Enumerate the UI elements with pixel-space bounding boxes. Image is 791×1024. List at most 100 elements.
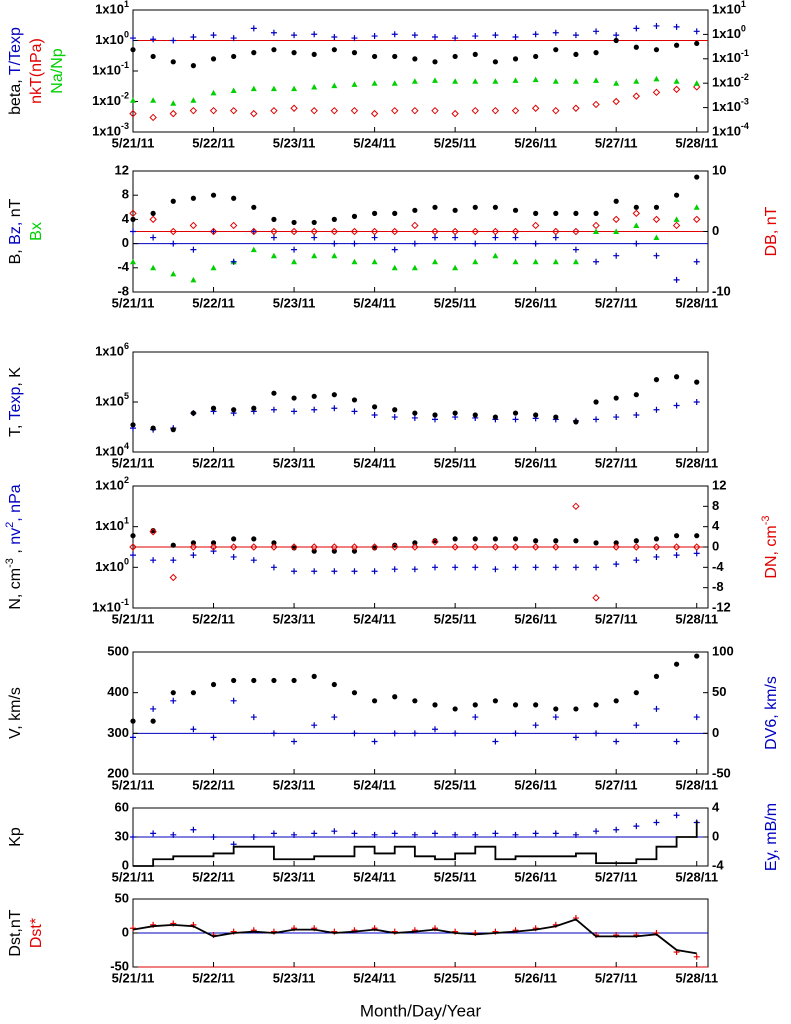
axis-label: N, cm-3 , nv2, nPa	[4, 484, 24, 609]
cross	[291, 246, 298, 253]
diamond	[531, 221, 540, 230]
triangle	[472, 78, 479, 84]
dot	[613, 395, 619, 401]
triangle	[572, 258, 579, 265]
cross	[653, 252, 660, 259]
triangle	[351, 81, 358, 87]
x-tick-label: 5/27/11	[595, 869, 638, 884]
triangle	[230, 87, 237, 94]
x-tick-label: 5/28/11	[675, 295, 718, 310]
dot	[351, 690, 358, 696]
diamond	[491, 543, 500, 551]
triangle	[130, 258, 136, 265]
dot	[291, 219, 297, 226]
triangle	[270, 85, 277, 92]
dot	[472, 204, 478, 210]
y2-tick-label: 1x10-2	[712, 73, 749, 90]
cross	[613, 738, 620, 745]
dot	[190, 540, 196, 546]
cross	[190, 826, 197, 833]
diamond	[310, 227, 318, 236]
x-tick-label: 5/26/11	[514, 611, 557, 626]
cross	[472, 240, 479, 247]
dot	[613, 698, 619, 704]
dot	[653, 204, 660, 210]
x-tick-label: 5/28/11	[675, 135, 718, 150]
dot	[150, 528, 156, 534]
dot	[371, 404, 378, 410]
diamond	[552, 543, 560, 551]
cross	[371, 568, 378, 575]
x-tick-label: 5/23/11	[273, 869, 316, 884]
axis-label: DB, nT	[763, 206, 780, 256]
y-tick-label: -8	[117, 283, 129, 298]
dot	[311, 548, 317, 554]
cross	[331, 405, 338, 412]
diamond	[451, 227, 459, 236]
dot	[130, 718, 136, 724]
dot	[190, 690, 196, 696]
cross	[351, 730, 358, 737]
label-part: Bz,	[7, 217, 24, 245]
triangle	[512, 77, 519, 83]
dot	[492, 204, 498, 210]
triangle	[150, 97, 157, 103]
cross	[452, 234, 459, 241]
y2-tick-label: 4	[712, 799, 720, 814]
dot	[694, 174, 700, 180]
dot	[432, 702, 438, 708]
cross	[170, 240, 177, 247]
cross	[593, 258, 600, 265]
cross	[331, 240, 338, 247]
dot	[452, 410, 458, 416]
triangle	[351, 258, 358, 265]
cross	[512, 730, 519, 737]
y2-tick-label: 4	[712, 518, 720, 533]
cross	[593, 730, 600, 737]
dot	[593, 50, 599, 56]
y2-tick-label: -12	[712, 599, 731, 614]
dot	[170, 542, 176, 548]
triangle	[492, 252, 499, 259]
cross	[452, 831, 459, 838]
label-part: Na/Np	[49, 48, 66, 93]
series-line	[132, 918, 697, 955]
cross	[391, 246, 398, 253]
diamond	[310, 106, 318, 115]
cross	[210, 834, 217, 840]
cross	[250, 228, 257, 235]
y-tick-label: 200	[107, 765, 129, 780]
diamond	[350, 106, 359, 115]
diamond	[129, 543, 137, 551]
diamond	[411, 543, 419, 551]
dot	[613, 198, 619, 204]
cross	[351, 408, 358, 415]
y-tick-label: 1x101	[95, 516, 129, 533]
y2-tick-label: 1x10-4	[712, 121, 749, 138]
dot	[452, 536, 458, 542]
diamond	[209, 227, 218, 236]
dot	[170, 198, 176, 204]
dot	[210, 405, 217, 411]
triangle	[512, 258, 519, 265]
diamond	[290, 227, 298, 236]
triangle	[693, 80, 700, 86]
dot	[472, 412, 478, 418]
dot	[251, 204, 257, 210]
label-part: beta,	[7, 75, 24, 115]
cross	[532, 31, 539, 38]
triangle	[593, 77, 600, 83]
dot	[533, 702, 539, 708]
cross	[693, 550, 700, 557]
dot	[452, 207, 458, 213]
label-part: Texp	[7, 386, 24, 420]
diamond	[552, 106, 560, 115]
y2-tick-label: 1x10-3	[712, 97, 749, 114]
cross	[190, 246, 197, 253]
axis-label: T, Texp, K	[7, 367, 24, 437]
cross	[693, 953, 700, 960]
dot	[412, 207, 418, 213]
cross	[270, 234, 277, 241]
diamond	[431, 538, 439, 546]
y-tick-label: 300	[107, 725, 129, 740]
